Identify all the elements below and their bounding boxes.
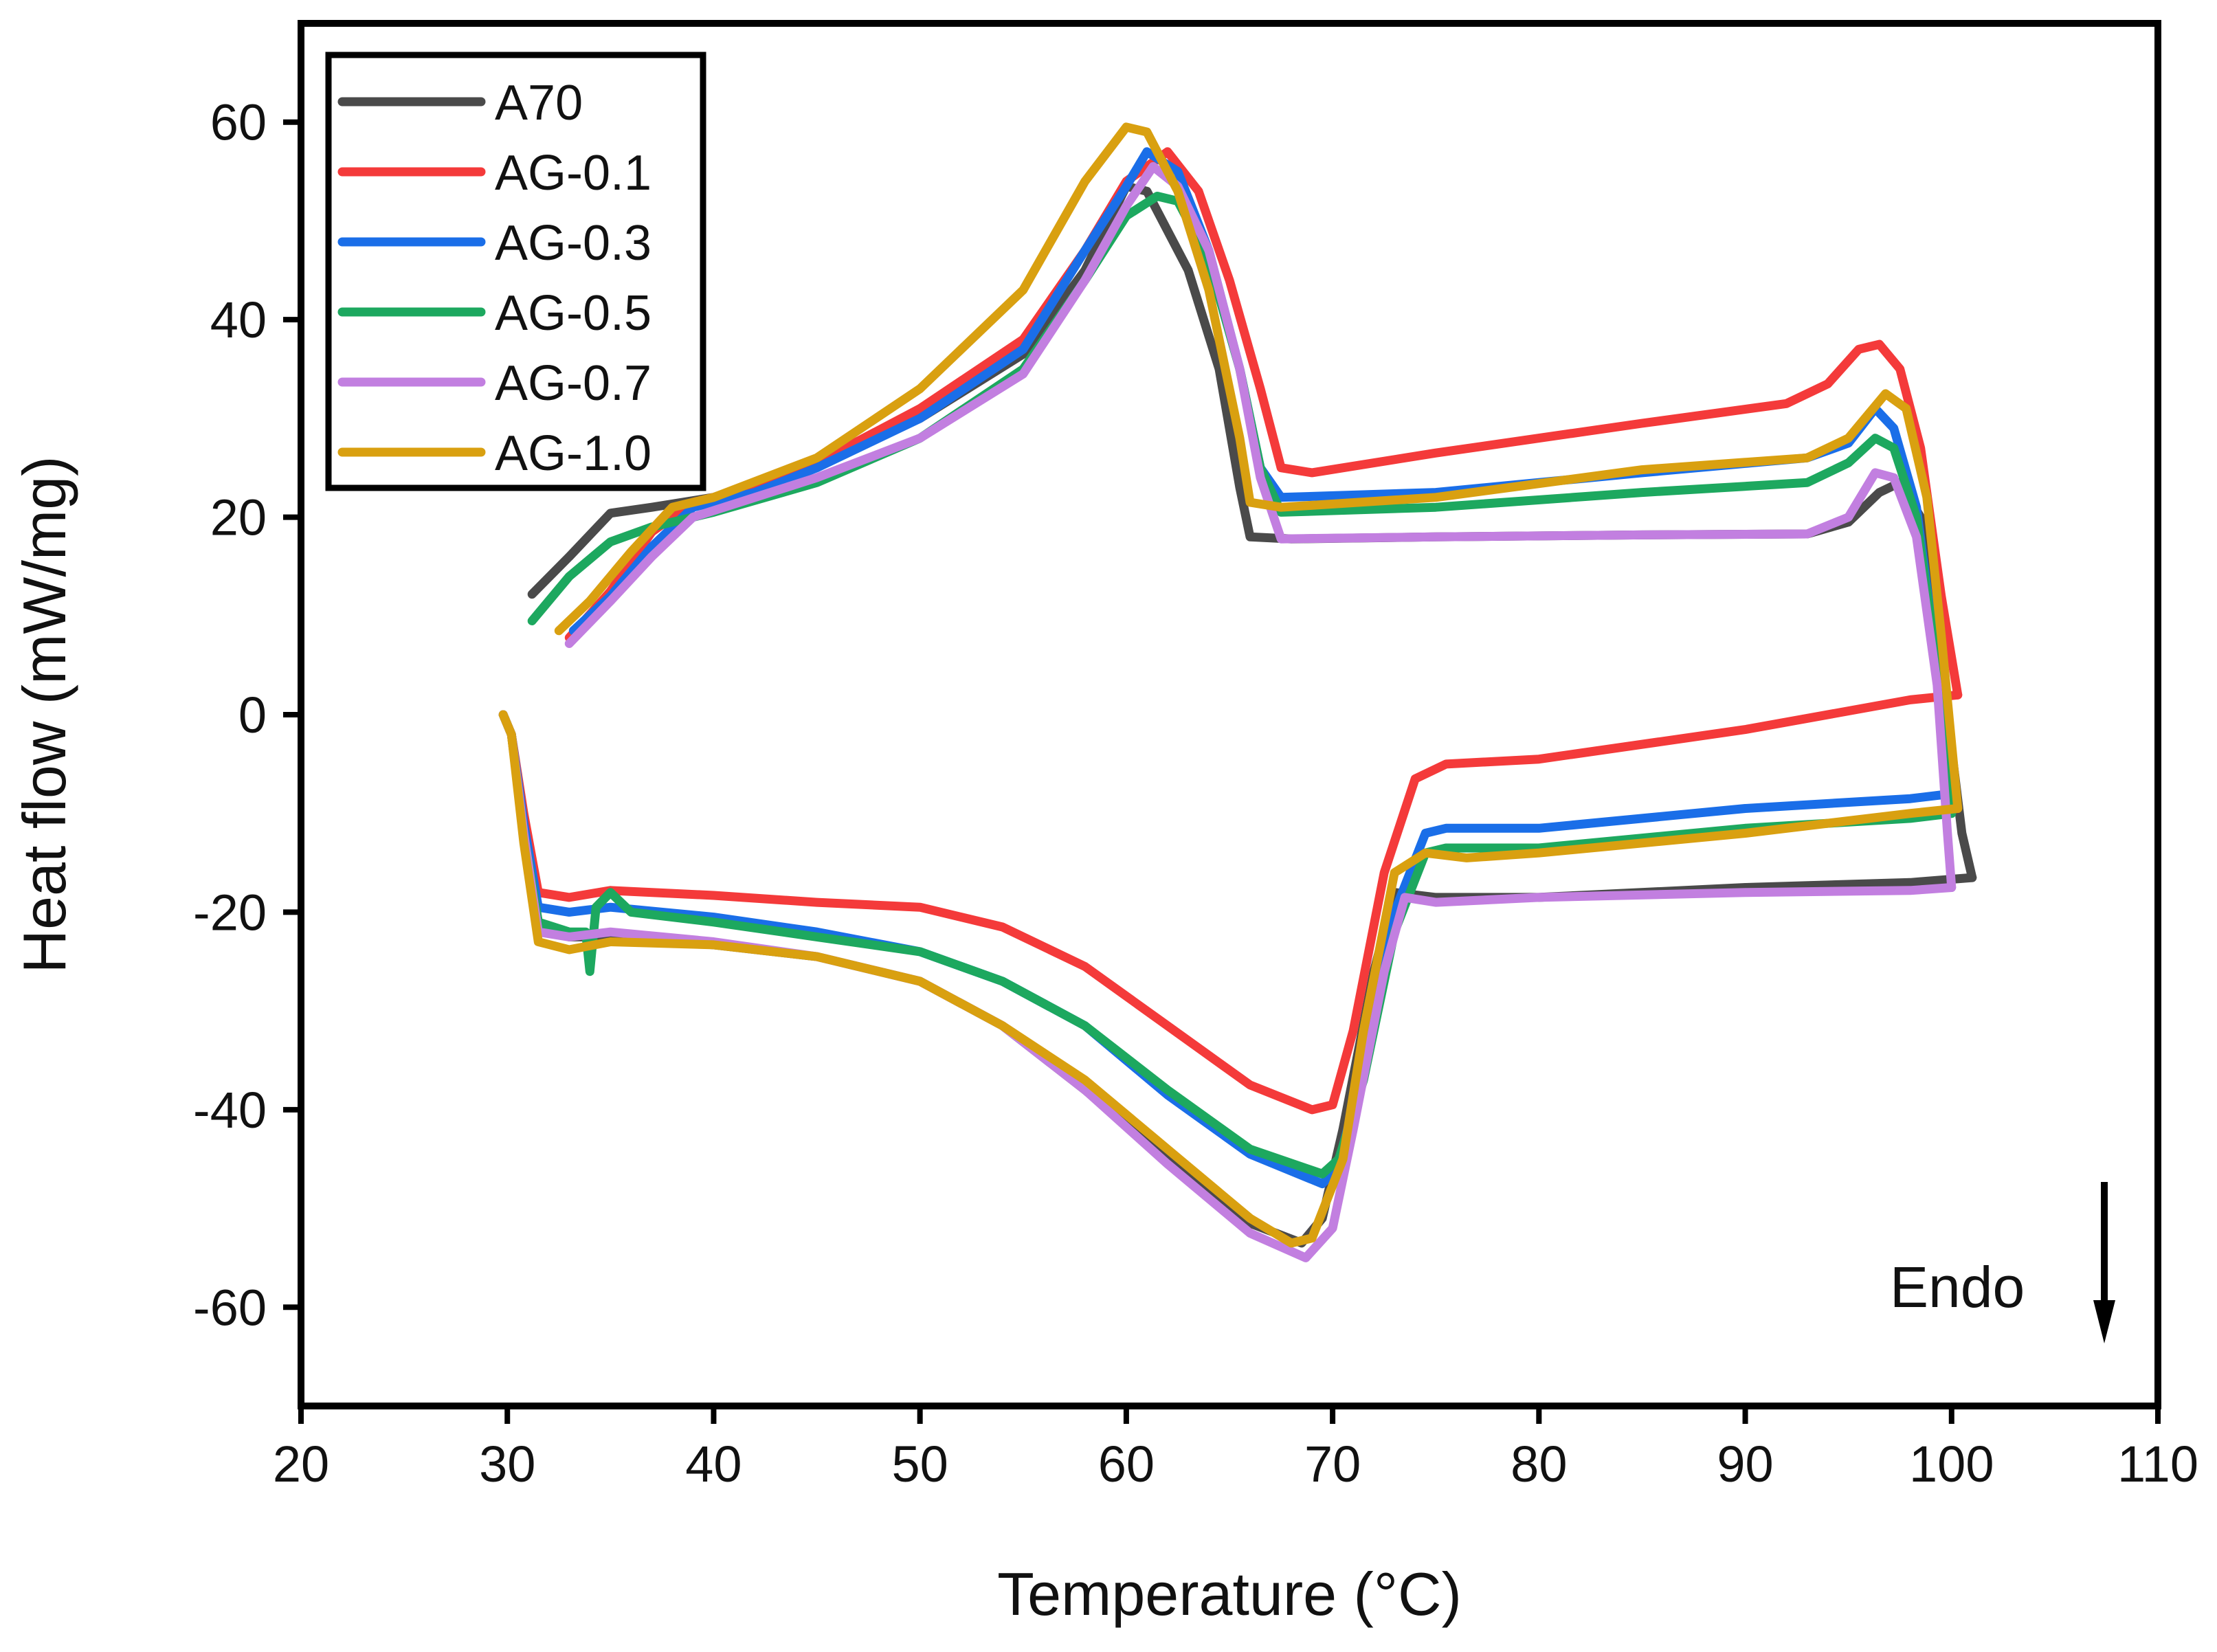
y-tick-label: 0 <box>238 687 267 744</box>
legend-box <box>325 52 706 491</box>
y-tick-label: -20 <box>193 884 267 941</box>
y-tick-label: 60 <box>210 94 267 151</box>
series-layer <box>498 122 1977 1262</box>
x-axis: 20 30 40 50 60 70 80 90 100 110 <box>273 1406 2198 1493</box>
x-tick-label: 40 <box>685 1436 742 1493</box>
y-tick-label: 20 <box>210 489 267 546</box>
series-ag-0-1-heating-line <box>564 147 1963 700</box>
series-ag-0-1-cooling-line <box>498 690 1963 1115</box>
y-tick-label: 40 <box>210 291 267 348</box>
x-axis-title: Temperature (°C) <box>997 1560 1462 1628</box>
endo-annotation: Endo <box>1890 1182 2115 1343</box>
x-tick-label: 60 <box>1098 1436 1155 1493</box>
y-axis-title: Heat flow (mW/mg) <box>10 456 78 974</box>
legend-label: AG-0.5 <box>495 286 651 341</box>
legend: A70 AG-0.1 AG-0.3 AG-0.5 AG-0.7 AG-1.0 <box>325 52 706 491</box>
series-ag-0-7-heating-line <box>564 161 1957 892</box>
legend-label: AG-1.0 <box>495 426 651 481</box>
legend-label: AG-0.3 <box>495 216 651 271</box>
series-ag-1-0-heating-line <box>554 122 1963 813</box>
series-ag-1-0 <box>498 122 1963 1248</box>
x-tick-label: 20 <box>273 1436 329 1493</box>
down-arrow-icon <box>2093 1300 2115 1343</box>
x-tick-label: 100 <box>1909 1436 1994 1493</box>
legend-label: AG-0.7 <box>495 356 651 411</box>
series-ag-0-1 <box>498 147 1963 1115</box>
x-tick-label: 50 <box>892 1436 948 1493</box>
legend-label: A70 <box>495 76 583 131</box>
x-tick-label: 90 <box>1717 1436 1773 1493</box>
x-tick-label: 30 <box>479 1436 535 1493</box>
series-ag-0-7-cooling-line <box>498 710 1957 1262</box>
x-tick-label: 80 <box>1511 1436 1567 1493</box>
x-tick-label: 110 <box>2117 1436 2198 1493</box>
legend-label: AG-0.1 <box>495 146 651 201</box>
endo-label: Endo <box>1890 1255 2025 1319</box>
series-ag-1-0-cooling-line <box>498 710 1963 1248</box>
x-tick-label: 70 <box>1304 1436 1361 1493</box>
y-tick-label: -40 <box>193 1082 267 1139</box>
y-axis: 60 40 20 0 -20 -40 -60 <box>193 94 301 1336</box>
y-tick-label: -60 <box>193 1279 267 1336</box>
series-ag-0-7 <box>498 161 1957 1262</box>
